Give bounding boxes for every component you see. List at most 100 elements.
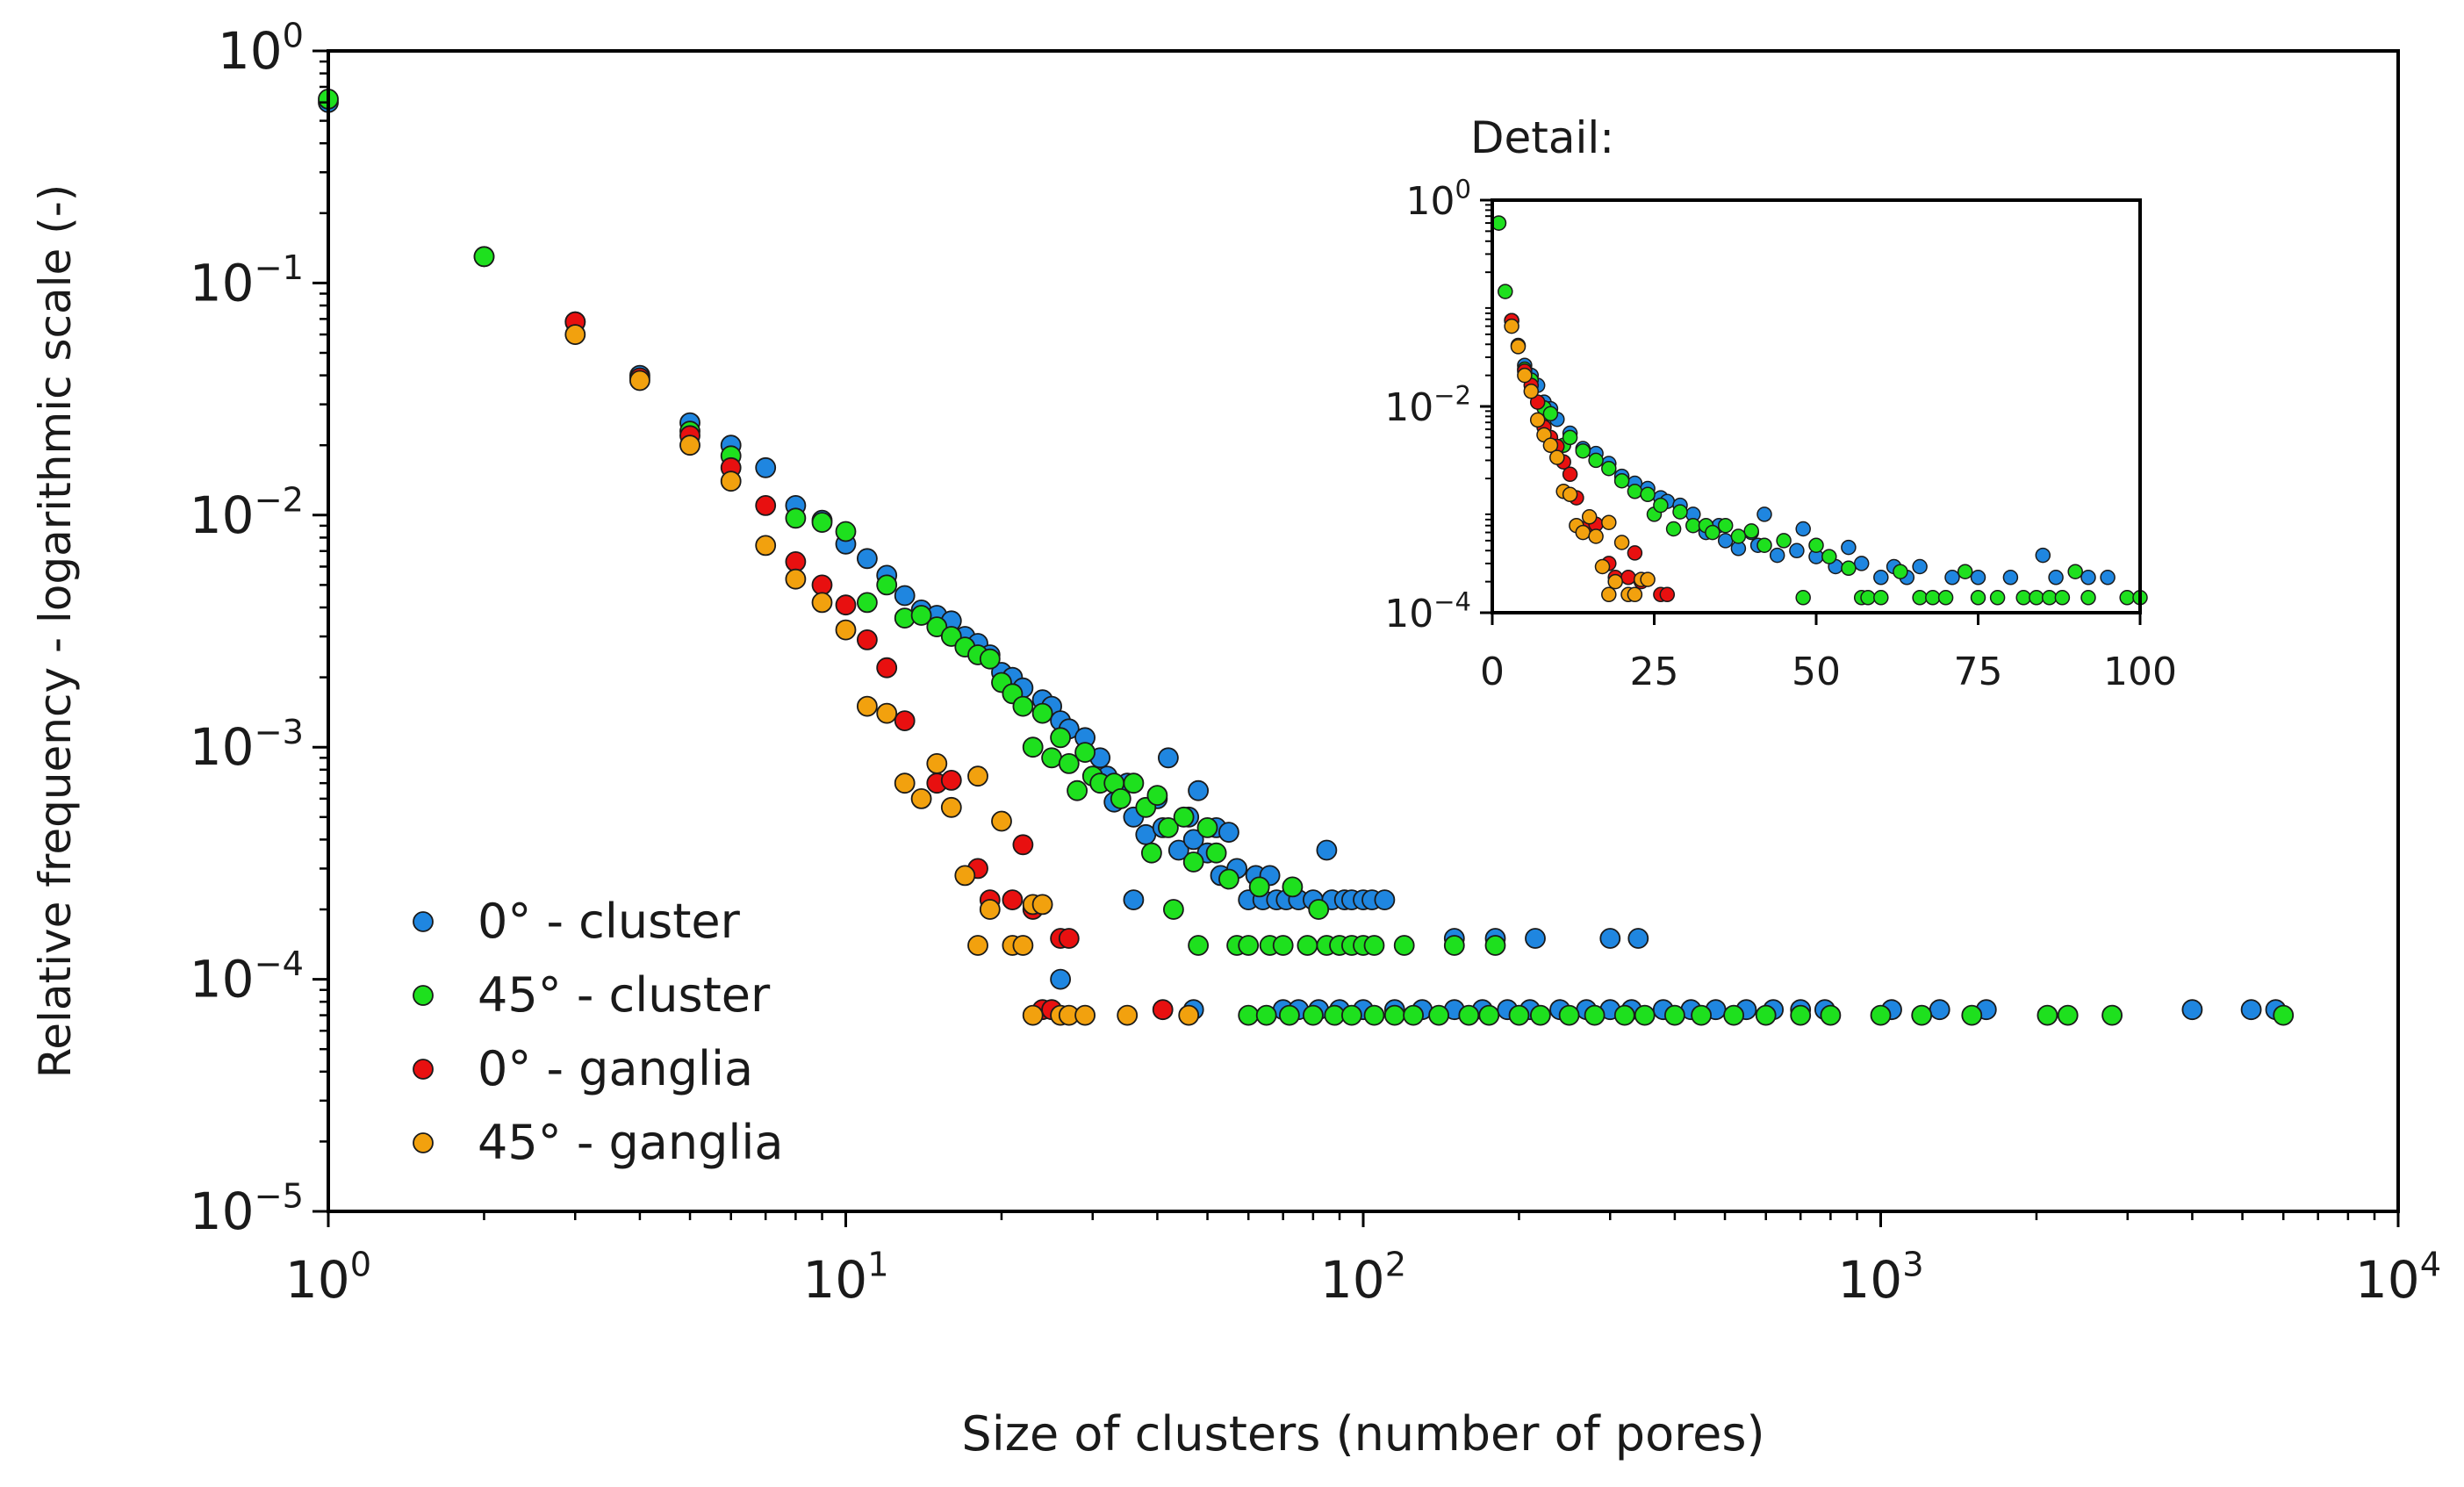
main-point-0-43: [1218, 822, 1239, 843]
main-point-3-10: [894, 772, 916, 794]
inset-point-3-14: [1594, 558, 1611, 575]
main-point-1-87: [2101, 1004, 2123, 1026]
inset-point-1-42: [2041, 590, 2058, 606]
main-point-2-7: [835, 594, 857, 616]
inset-point-3-4: [1529, 412, 1546, 428]
main-y-tick-label-2: 10−2: [190, 480, 304, 544]
main-point-1-64: [1363, 1004, 1385, 1026]
main-point-0-6: [755, 456, 777, 478]
main-point-1-35: [1163, 899, 1184, 920]
inset-point-1-41: [2029, 590, 2044, 606]
inset-point-3-2: [1517, 367, 1533, 384]
main-point-2-19: [1058, 928, 1080, 949]
inset-point-1-33: [1893, 564, 1908, 579]
main-point-2-9: [876, 657, 898, 679]
main-point-1-88: [2273, 1004, 2295, 1026]
main-point-0-66: [1050, 968, 1071, 990]
main-point-3-14: [954, 865, 976, 887]
main-point-2-12: [940, 770, 962, 791]
inset-point-0-32: [1853, 556, 1870, 571]
inset-point-1-32: [1873, 590, 1889, 606]
inset-point-1-39: [1989, 590, 2006, 606]
inset-point-1-7: [1562, 429, 1578, 446]
main-point-3-13: [940, 796, 962, 818]
main-y-tick-label-5: 10−5: [190, 1177, 304, 1241]
inset-x-tick-label-3: 75: [1954, 650, 2003, 694]
main-point-3-1: [629, 370, 650, 392]
inset-point-0-41: [2048, 570, 2064, 585]
main-point-2-5: [785, 551, 807, 572]
main-point-3-15: [967, 765, 988, 787]
main-x-tick-label-1: 101: [802, 1246, 888, 1310]
inset-point-1-44: [2067, 564, 2083, 579]
main-point-3-0: [564, 324, 586, 346]
main-point-1-54: [1363, 935, 1385, 956]
main-point-1-74: [1613, 1004, 1635, 1026]
main-point-0-39: [1188, 779, 1209, 801]
main-point-0-10: [857, 548, 878, 570]
inset-point-0-40: [2035, 547, 2051, 564]
main-point-0-64: [1627, 928, 1649, 949]
legend-label-3: 45° - ganglia: [478, 1115, 784, 1170]
main-point-3-3: [720, 471, 742, 492]
main-point-1-18: [1012, 695, 1034, 717]
main-point-3-17: [991, 810, 1012, 832]
main-point-1-15: [979, 648, 1001, 670]
main-point-1-82: [1870, 1004, 1892, 1026]
main-x-tick-label-1-base: 10: [802, 1250, 867, 1310]
inset-point-1-23: [1743, 523, 1759, 539]
inset-point-0-31: [1841, 539, 1857, 556]
inset-point-0-27: [1789, 542, 1805, 559]
main-y-tick-label-5-exponent: −5: [255, 1177, 304, 1217]
main-x-tick-label-0-base: 10: [285, 1250, 350, 1310]
inset-point-1-5: [1542, 406, 1559, 422]
inset-point-3-13: [1588, 528, 1604, 544]
main-point-0-36: [1167, 839, 1189, 861]
main-point-2-15: [1002, 889, 1024, 910]
inset-point-1-18: [1685, 517, 1701, 534]
main-point-3-23: [1022, 1004, 1044, 1026]
inset-point-1-25: [1776, 533, 1792, 549]
inset-point-3-1: [1510, 339, 1527, 355]
main-x-tick-label-3-exponent: 3: [1902, 1246, 1923, 1285]
inset-point-3-16: [1607, 573, 1623, 590]
main-point-2-6: [811, 574, 833, 596]
main-point-1-39: [1196, 817, 1218, 838]
inset-point-3-17: [1613, 535, 1630, 550]
main-plot: 100 101 102 103 104 10010−110−210−310−410−5 …: [30, 17, 2441, 1462]
inset-point-1-38: [1970, 590, 1986, 606]
inset-point-0-26: [1769, 547, 1785, 564]
inset-point-1-46: [2119, 590, 2135, 606]
main-point-0-35: [1158, 747, 1179, 769]
main-y-tick-label-2-base: 10: [190, 485, 255, 545]
inset-point-0-38: [1970, 570, 1986, 585]
main-point-0-65: [1123, 889, 1145, 910]
main-plot-frame: [327, 49, 2400, 1213]
main-x-tick-label-4-base: 10: [2355, 1250, 2420, 1310]
main-point-0-62: [1525, 928, 1546, 949]
main-point-1-71: [1530, 1004, 1551, 1026]
inset-point-1-16: [1665, 521, 1682, 537]
main-point-1-77: [1691, 1004, 1712, 1026]
inset-point-1-31: [1860, 590, 1876, 606]
main-y-tick-label-3-exponent: −3: [255, 713, 304, 752]
inset-point-1-1: [1498, 284, 1513, 299]
inset-y-tick-label-0-exponent: 0: [1455, 175, 1471, 205]
inset-y-tick-label-0-base: 10: [1406, 179, 1455, 224]
main-x-tick-label-3: 103: [1837, 1246, 1923, 1310]
main-point-1-76: [1664, 1004, 1685, 1026]
main-x-tick-label-2-base: 10: [1320, 1250, 1385, 1310]
inset-point-0-28: [1795, 521, 1811, 537]
main-point-1-70: [1508, 1004, 1530, 1026]
main-point-1-67: [1428, 1004, 1449, 1026]
main-point-2-16: [1012, 834, 1034, 856]
main-point-1-32: [1141, 842, 1162, 864]
inset-point-1-12: [1627, 484, 1643, 499]
main-point-1-34: [1158, 817, 1179, 838]
main-point-1-43: [1238, 935, 1260, 956]
main-y-tick-label-3-base: 10: [190, 717, 255, 777]
main-y-tick-label-4-base: 10: [190, 950, 255, 1009]
main-series-3: [564, 324, 1200, 1026]
